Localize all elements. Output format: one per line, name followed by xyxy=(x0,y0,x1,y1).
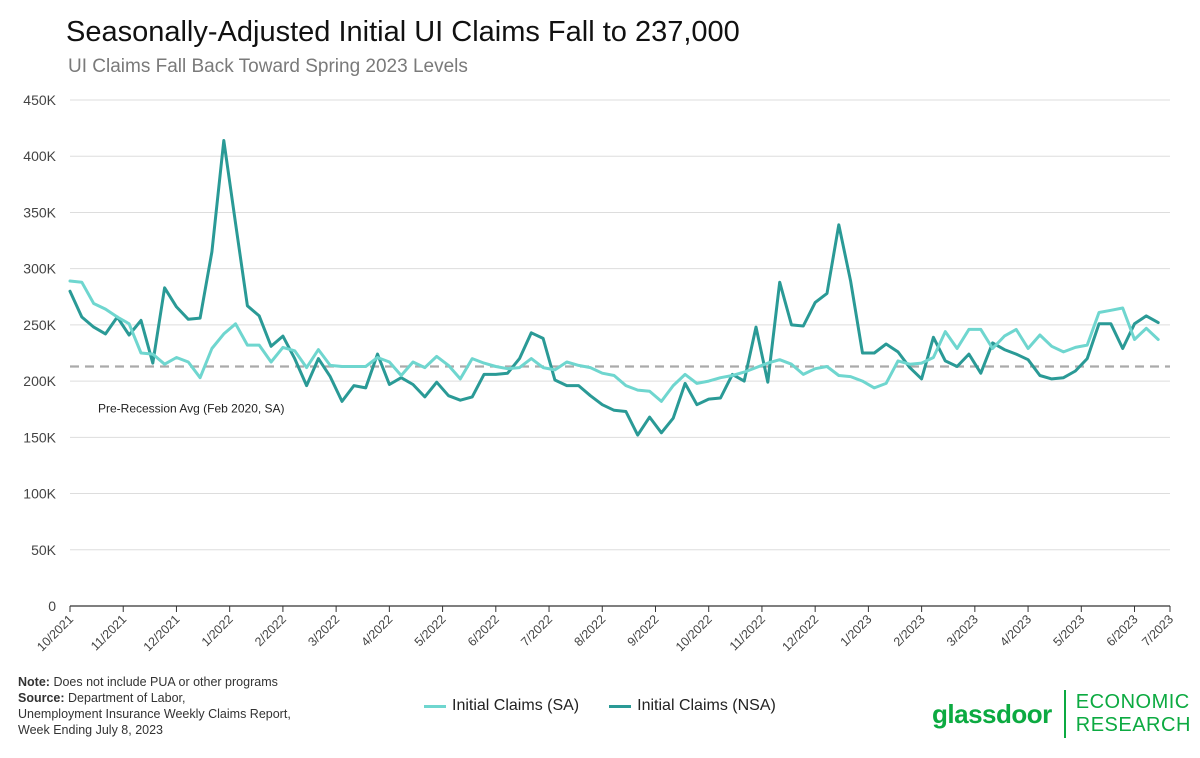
glassdoor-logo: glassdoor xyxy=(932,698,1052,729)
x-tick-label: 3/2022 xyxy=(305,612,342,649)
x-tick-label: 6/2023 xyxy=(1104,612,1141,649)
y-tick-label: 250K xyxy=(23,317,56,333)
x-tick-label: 4/2023 xyxy=(997,612,1034,649)
source-line-3: Week Ending July 8, 2023 xyxy=(18,723,164,737)
chart-legend: Initial Claims (SA) Initial Claims (NSA) xyxy=(424,697,806,715)
x-tick-label: 3/2023 xyxy=(944,612,981,649)
x-tick-label: 4/2022 xyxy=(359,612,396,649)
y-tick-label: 400K xyxy=(23,148,56,164)
x-tick-label: 12/2021 xyxy=(141,612,183,654)
x-tick-label: 11/2021 xyxy=(88,612,129,653)
brand-line-1: ECONOMIC xyxy=(1075,691,1190,713)
chart-title: Seasonally-Adjusted Initial UI Claims Fa… xyxy=(66,16,740,48)
x-tick-label: 5/2023 xyxy=(1050,612,1087,649)
x-tick-label: 1/2022 xyxy=(199,612,236,649)
y-tick-label: 200K xyxy=(23,373,56,389)
x-tick-label: 12/2022 xyxy=(779,612,821,654)
y-tick-label: 450K xyxy=(23,92,56,108)
y-tick-label: 350K xyxy=(23,204,56,220)
y-axis: 0 50K 100K 150K 200K 250K 300K 350K 400K 450K xyxy=(23,92,56,614)
reference-line-label: Pre-Recession Avg (Feb 2020, SA) xyxy=(98,401,285,415)
series-line-sa xyxy=(68,279,1160,403)
brand-line-2: RESEARCH xyxy=(1075,714,1191,736)
x-tick-label: 7/2022 xyxy=(518,612,555,649)
legend-label-sa: Initial Claims (SA) xyxy=(452,697,580,714)
source-line-1: Department of Labor, xyxy=(68,691,186,705)
x-tick-label: 5/2022 xyxy=(412,612,449,649)
y-tick-label: 300K xyxy=(23,261,56,277)
x-tick-label: 10/2021 xyxy=(34,612,76,654)
chart-note: Note: Does not include PUA or other prog… xyxy=(18,674,291,738)
series-line-nsa xyxy=(68,139,1160,437)
brand-divider xyxy=(1063,690,1066,738)
x-axis: 10/2021 11/2021 12/2021 1/2022 2/2022 3/2022 4… xyxy=(34,605,1176,654)
legend-label-nsa: Initial Claims (NSA) xyxy=(637,697,776,714)
line-chart: 0 50K 100K 150K 200K 250K 300K 350K 400K 450K 10/… xyxy=(23,92,1176,654)
glassdoor-brand: glassdoor ECONOMIC RESEARCH xyxy=(932,690,1191,738)
series-group xyxy=(68,139,1160,437)
y-tick-label: 100K xyxy=(23,486,56,502)
x-tick-label: 2/2022 xyxy=(252,612,289,649)
brand-text: ECONOMIC RESEARCH xyxy=(1076,691,1191,737)
y-tick-label: 50K xyxy=(31,542,57,558)
grid-lines xyxy=(70,99,1170,551)
source-label: Source: xyxy=(18,691,65,705)
y-tick-label: 150K xyxy=(23,429,56,445)
legend-item-sa: Initial Claims (SA) xyxy=(424,697,579,715)
legend-swatch-nsa xyxy=(609,704,632,708)
reference-line-group: Pre-Recession Avg (Feb 2020, SA) xyxy=(70,365,1170,415)
x-tick-label: 2/2023 xyxy=(891,612,928,649)
x-tick-label: 8/2022 xyxy=(571,612,608,649)
x-tick-label: 1/2023 xyxy=(838,612,875,649)
x-tick-label: 6/2022 xyxy=(465,612,502,649)
x-tick-label: 7/2023 xyxy=(1139,612,1176,649)
note-text: Does not include PUA or other programs xyxy=(53,675,278,689)
legend-item-nsa: Initial Claims (NSA) xyxy=(609,697,776,715)
note-label: Note: xyxy=(18,675,50,689)
source-line-2: Unemployment Insurance Weekly Claims Rep… xyxy=(18,707,291,721)
x-tick-label: 11/2022 xyxy=(727,612,768,653)
legend-swatch-sa xyxy=(424,704,446,708)
y-tick-label: 0 xyxy=(48,598,56,614)
x-tick-label: 9/2022 xyxy=(625,612,662,649)
x-tick-label: 10/2022 xyxy=(673,612,715,654)
chart-subtitle: UI Claims Fall Back Toward Spring 2023 L… xyxy=(68,56,468,77)
